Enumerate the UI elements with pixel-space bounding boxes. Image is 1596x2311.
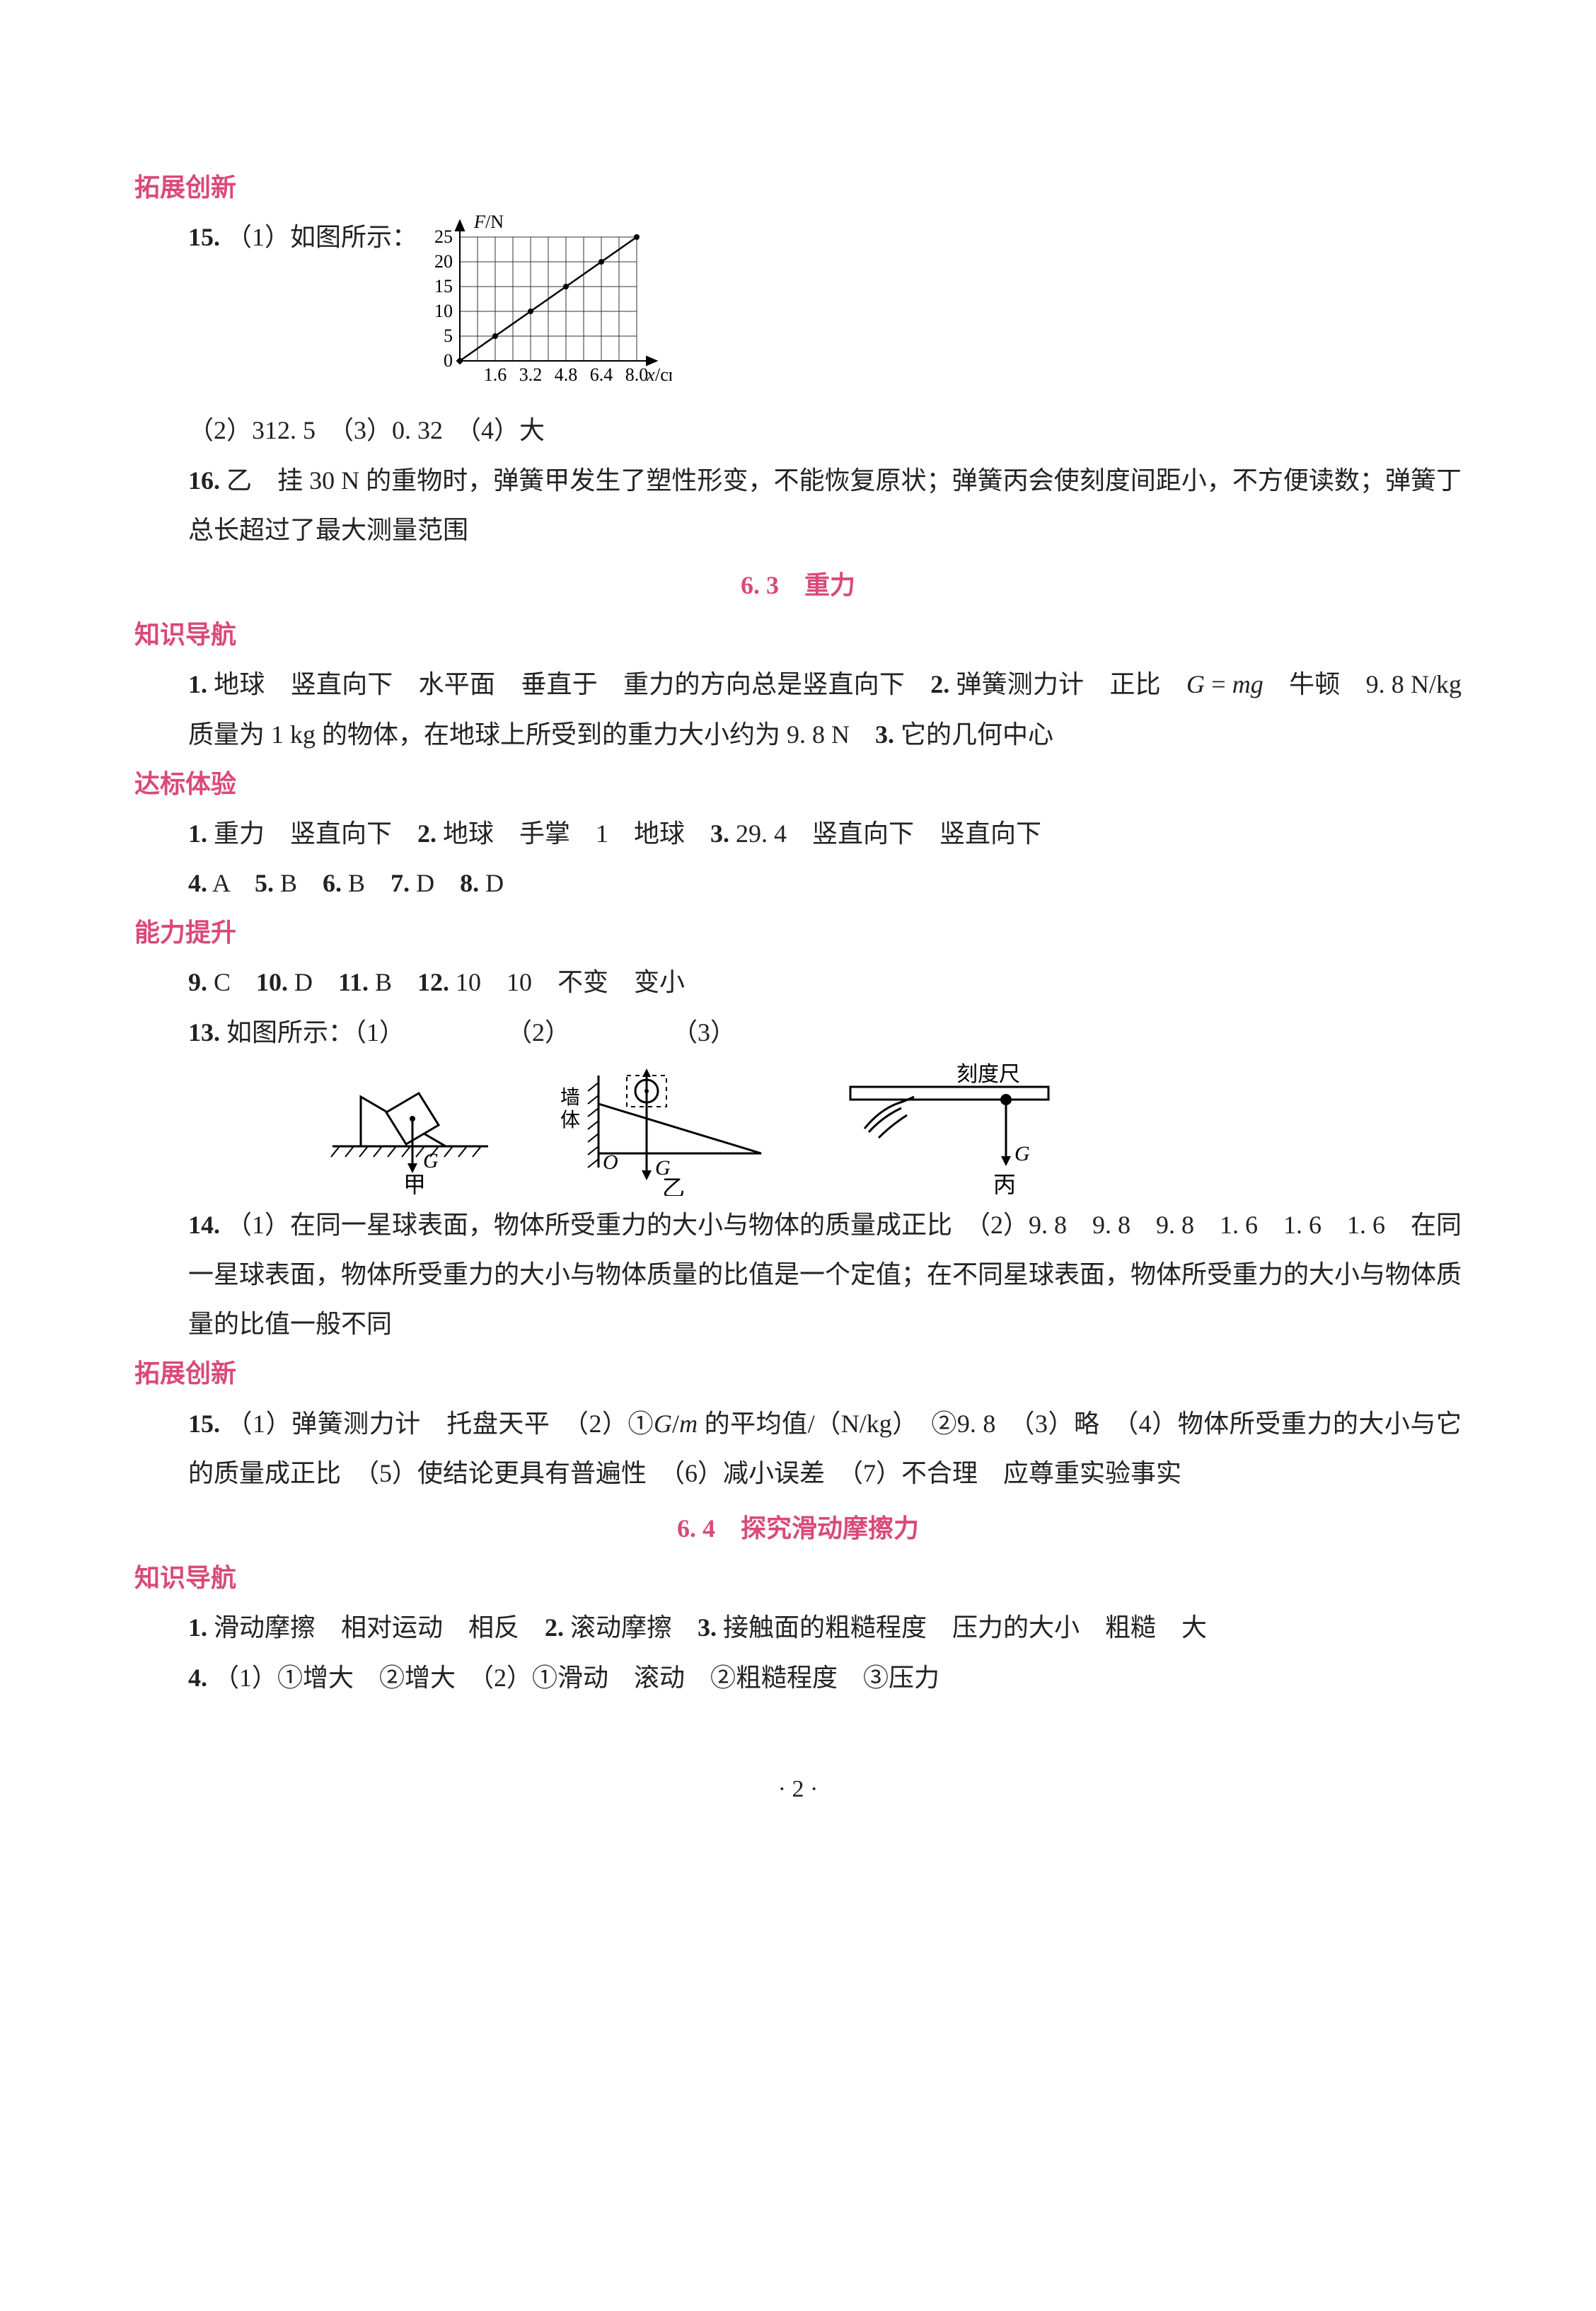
svg-text:5: 5 (444, 325, 453, 346)
section-header-nlts-63: 能力提升 (134, 908, 1462, 957)
zsdh63-body: 1. 地球 竖直向下 水平面 垂直于 重力的方向总是竖直向下 2. 弹簧测力计 … (134, 659, 1462, 759)
svg-text:甲: 甲 (403, 1172, 426, 1196)
q16-line: 16. 乙 挂 30 N 的重物时，弹簧甲发生了塑性形变，不能恢复原状；弹簧丙会… (134, 456, 1462, 555)
dbty63-line1: 1. 重力 竖直向下 2. 地球 手掌 1 地球 3. 29. 4 竖直向下 竖… (134, 809, 1462, 858)
dbty63-line2: 4. A 5. B 6. B 7. D 8. D (134, 858, 1462, 908)
svg-text:G: G (1014, 1142, 1030, 1165)
svg-text:乙: 乙 (662, 1175, 685, 1196)
svg-text:20: 20 (434, 251, 453, 272)
svg-text:/cm: /cm (655, 364, 672, 385)
svg-text:6.4: 6.4 (590, 364, 613, 385)
svg-text:O: O (603, 1151, 618, 1174)
section-header-zsdh-64: 知识导航 (134, 1553, 1462, 1603)
q15-top-row: 15. （1）如图所示： (134, 212, 1462, 405)
svg-text:8.0: 8.0 (625, 364, 649, 385)
svg-text:0: 0 (444, 350, 453, 371)
svg-text:/N: /N (485, 212, 504, 232)
zsdh64-line2: 4. （1）①增大 ②增大 （2）①滑动 滚动 ②粗糙程度 ③压力 (134, 1653, 1462, 1702)
q16-text: 乙 挂 30 N 的重物时，弹簧甲发生了塑性形变，不能恢复原状；弹簧丙会使刻度间… (188, 466, 1462, 544)
q16-label: 16. (188, 466, 220, 495)
svg-text:F: F (473, 212, 486, 232)
svg-text:3.2: 3.2 (519, 364, 543, 385)
svg-text:1.6: 1.6 (484, 364, 507, 385)
section-header-tzcx-top: 拓展创新 (134, 163, 1462, 212)
section-6-3-title: 6. 3 重力 (134, 560, 1462, 610)
svg-text:4.8: 4.8 (555, 364, 578, 385)
q15-top-left: 15. （1）如图所示： (188, 212, 417, 262)
q15-label: 15. (188, 223, 220, 251)
section-6-4-title: 6. 4 探究滑动摩擦力 (134, 1504, 1462, 1553)
section-header-tzcx-63: 拓展创新 (134, 1349, 1462, 1398)
nlts63-q13: 13. 如图所示：（1） （2） （3） (134, 1008, 1462, 1057)
q13-figures-row: G 甲 墙 体 (134, 1061, 1462, 1196)
svg-text:25: 25 (434, 226, 453, 247)
svg-text:G: G (423, 1149, 439, 1172)
fig3-cell: 刻度尺 G 丙 (836, 1061, 1063, 1196)
q15-chart: 0 5 10 15 20 25 1.6 3.2 4.8 6.4 8.0 F /N… (417, 212, 672, 405)
section-header-zsdh-63: 知识导航 (134, 610, 1462, 659)
fig2-cell: 墙 体 O G 乙 (556, 1061, 782, 1196)
svg-text:墙: 墙 (560, 1086, 580, 1109)
nlts63-line1: 9. C 10. D 11. B 12. 10 10 不变 变小 (134, 957, 1462, 1007)
nlts63-q14: 14. （1）在同一星球表面，物体所受重力的大小与物体的质量成正比 （2）9. … (134, 1200, 1462, 1349)
svg-text:丙: 丙 (993, 1172, 1016, 1196)
q13-text: 如图所示：（1） （2） （3） (226, 1018, 736, 1047)
svg-text:15: 15 (434, 276, 453, 296)
zsdh64-line1: 1. 滑动摩擦 相对运动 相反 2. 滚动摩擦 3. 接触面的粗糙程度 压力的大… (134, 1603, 1462, 1652)
q15-part1-text: （1）如图所示： (226, 223, 417, 251)
q15-rest: （2）312. 5 （3）0. 32 （4）大 (134, 405, 1462, 455)
section-header-dbty-63: 达标体验 (134, 759, 1462, 809)
svg-text:体: 体 (560, 1109, 580, 1131)
svg-text:刻度尺: 刻度尺 (956, 1063, 1020, 1086)
q13-label: 13. (188, 1018, 220, 1047)
page-number: · 2 · (134, 1766, 1462, 1813)
fig1-cell: G 甲 (318, 1061, 502, 1196)
svg-text:x: x (646, 364, 655, 385)
tzcx63-q15: 15. （1）弹簧测力计 托盘天平 （2）①G/m 的平均值/（N/kg） ②9… (134, 1399, 1462, 1498)
svg-text:10: 10 (434, 301, 453, 321)
